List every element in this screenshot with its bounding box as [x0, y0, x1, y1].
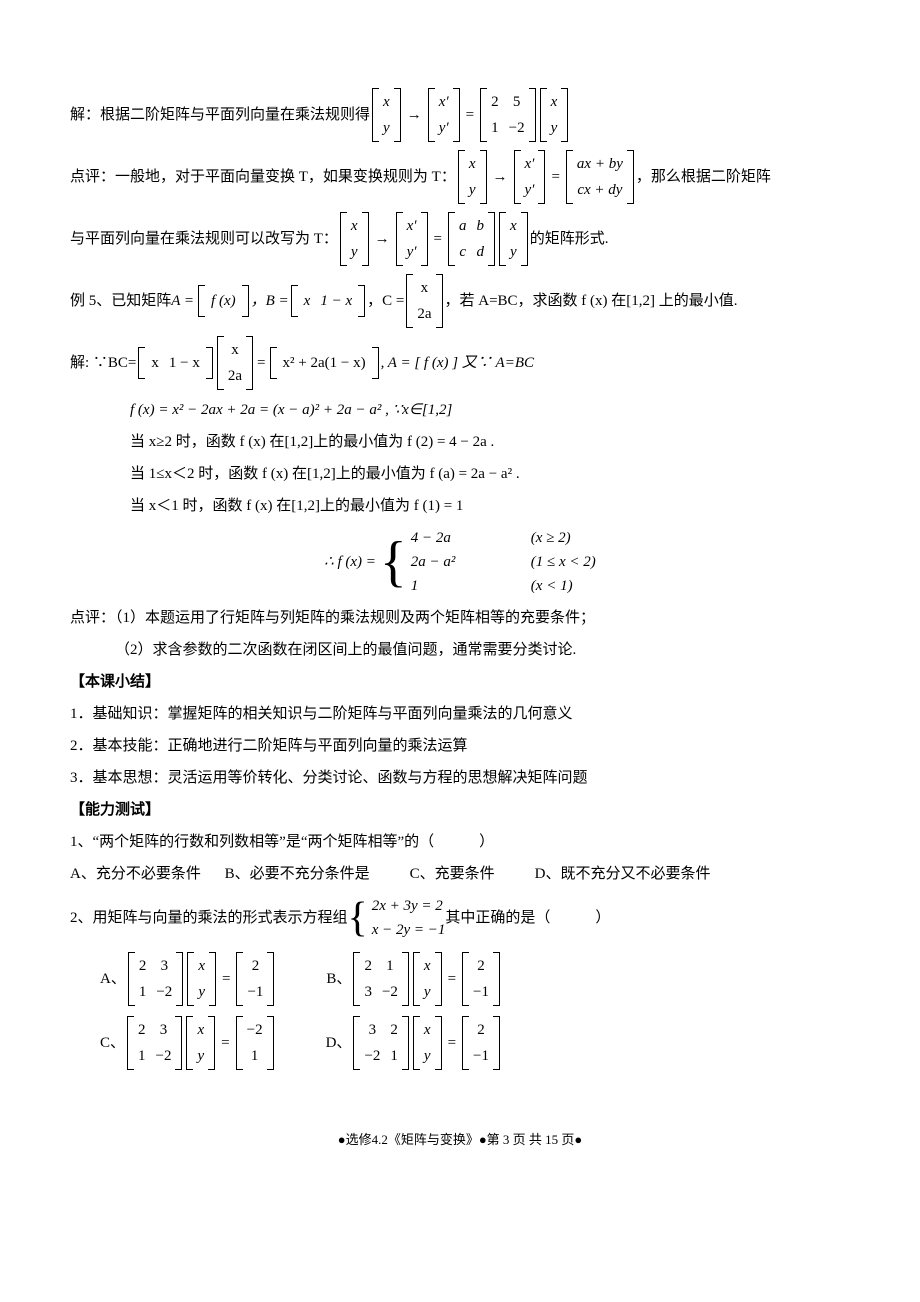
summary-1: 1．基础知识：掌握矩阵的相关知识与二阶矩阵与平面列向量乘法的几何意义	[70, 702, 850, 726]
question-1: 1、“两个矩阵的行数和列数相等”是“两个矩阵相等”的（）	[70, 830, 850, 854]
text: 解：根据二阶矩阵与平面列向量在乘法规则得	[70, 103, 370, 127]
comment-line-1: 点评：一般地，对于平面向量变换 T，如果变换规则为 T： xy → x′y′ =…	[70, 150, 850, 204]
question-2-options-row-2: C、 23 1−2 xy = −21 D、 32 −21 xy = 2−1	[100, 1016, 850, 1070]
arrow: →	[407, 103, 422, 127]
comment-2-2: （2）求含参数的二次函数在闭区间上的最值问题，通常需要分类讨论.	[70, 638, 850, 662]
piecewise-result: ∴ f (x) = { 4 − 2a(x ≥ 2) 2a − a²(1 ≤ x …	[70, 526, 850, 598]
question-1-options: A、充分不必要条件 B、必要不充分条件是 C、充要条件 D、既不充分又不必要条件	[70, 862, 850, 886]
vector-xpyp: x′y′	[428, 88, 460, 142]
text: ，那么根据二阶矩阵	[636, 165, 771, 189]
option-a: A、 23 1−2 xy = 2−1	[100, 952, 276, 1006]
option-c: C、充要条件	[410, 862, 495, 886]
comment-2-1: 点评：（1）本题运用了行矩阵与列矩阵的乘法规则及两个矩阵相等的充要条件；	[70, 606, 850, 630]
fx-expand: f (x) = x² − 2ax + 2a = (x − a)² + 2a − …	[70, 398, 850, 422]
option-b: B、 21 3−2 xy = 2−1	[326, 952, 502, 1006]
option-d: D、既不充分又不必要条件	[535, 862, 711, 886]
option-c: C、 23 1−2 xy = −21	[100, 1016, 276, 1070]
option-b: B、必要不充分条件是	[225, 862, 370, 886]
option-a: A、充分不必要条件	[70, 862, 201, 886]
summary-3: 3．基本思想：灵活运用等价转化、分类讨论、函数与方程的思想解决矩阵问题	[70, 766, 850, 790]
option-d: D、 32 −21 xy = 2−1	[326, 1016, 502, 1070]
question-2-options-row-1: A、 23 1−2 xy = 2−1 B、 21 3−2 xy = 2−1	[100, 952, 850, 1006]
case-1-le-x-lt-2: 当 1≤x＜2 时，函数 f (x) 在[1,2]上的最小值为 f (a) = …	[70, 462, 850, 486]
summary-heading: 【本课小结】	[70, 670, 850, 694]
equals: =	[466, 103, 474, 127]
solution-bc: 解: ∵BC= x1 − x x2a = x² + 2a(1 − x) , A …	[70, 336, 850, 390]
page-footer: ●选修4.2《矩阵与变换》●第 3 页 共 15 页●	[70, 1130, 850, 1151]
matrix-2x2: 25 1−2	[480, 88, 535, 142]
text: 点评：一般地，对于平面向量变换 T，如果变换规则为 T：	[70, 165, 456, 189]
test-heading: 【能力测试】	[70, 798, 850, 822]
vector-xy: xy	[540, 88, 569, 142]
example-5: 例 5、已知矩阵 A = f (x) ，B = x1 − x ，C = x2a …	[70, 274, 850, 328]
text: 的矩阵形式.	[530, 227, 609, 251]
solution-line-1: 解：根据二阶矩阵与平面列向量在乘法规则得 xy → x′y′ = 25 1−2 …	[70, 88, 850, 142]
case-x-ge-2: 当 x≥2 时，函数 f (x) 在[1,2]上的最小值为 f (2) = 4 …	[70, 430, 850, 454]
comment-line-2: 与平面列向量在乘法规则可以改写为 T： xy → x′y′ = ab cd xy…	[70, 212, 850, 266]
case-x-lt-1: 当 x＜1 时，函数 f (x) 在[1,2]上的最小值为 f (1) = 1	[70, 494, 850, 518]
text: 与平面列向量在乘法规则可以改写为 T：	[70, 227, 338, 251]
vector-xy: xy	[372, 88, 401, 142]
question-2: 2、用矩阵与向量的乘法的形式表示方程组 { 2x + 3y = 2 x − 2y…	[70, 894, 850, 942]
summary-2: 2．基本技能：正确地进行二阶矩阵与平面列向量的乘法运算	[70, 734, 850, 758]
